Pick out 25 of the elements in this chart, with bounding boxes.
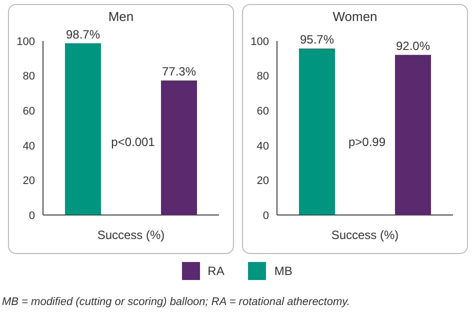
y-tick-label: 80 xyxy=(256,70,269,83)
y-tick-label: 20 xyxy=(22,175,35,188)
y-tick-label: 100 xyxy=(16,36,35,48)
annotation: p>0.99 xyxy=(347,135,387,149)
y-tick-label: 40 xyxy=(22,140,35,152)
annotation: p<0.001 xyxy=(110,135,156,149)
chart-title: Women xyxy=(332,9,378,24)
legend-label: RA xyxy=(208,264,224,278)
y-tick-label: 20 xyxy=(256,175,269,188)
data-label: 98.7% xyxy=(66,27,100,42)
data-label: 77.3% xyxy=(162,64,196,78)
y-tick-label: 80 xyxy=(22,70,35,83)
text: MB = modified (cutting or scoring) balloon; RA = rotational atherectomy. xyxy=(2,296,350,308)
data-label: 92.0% xyxy=(396,38,430,53)
data-label: 95.7% xyxy=(300,32,334,46)
x-axis-title: Success (%) xyxy=(97,228,165,242)
y-tick-label: 60 xyxy=(256,106,269,118)
legend-label: MB xyxy=(274,264,292,278)
y-tick-label: 40 xyxy=(256,140,269,152)
y-tick-label: 60 xyxy=(22,106,35,118)
y-tick-label: 100 xyxy=(250,36,269,48)
y-tick-label: 0 xyxy=(262,210,269,222)
y-tick-label: 0 xyxy=(28,210,35,222)
x-axis-title: Success (%) xyxy=(331,228,399,242)
chart-title: Men xyxy=(107,9,135,24)
